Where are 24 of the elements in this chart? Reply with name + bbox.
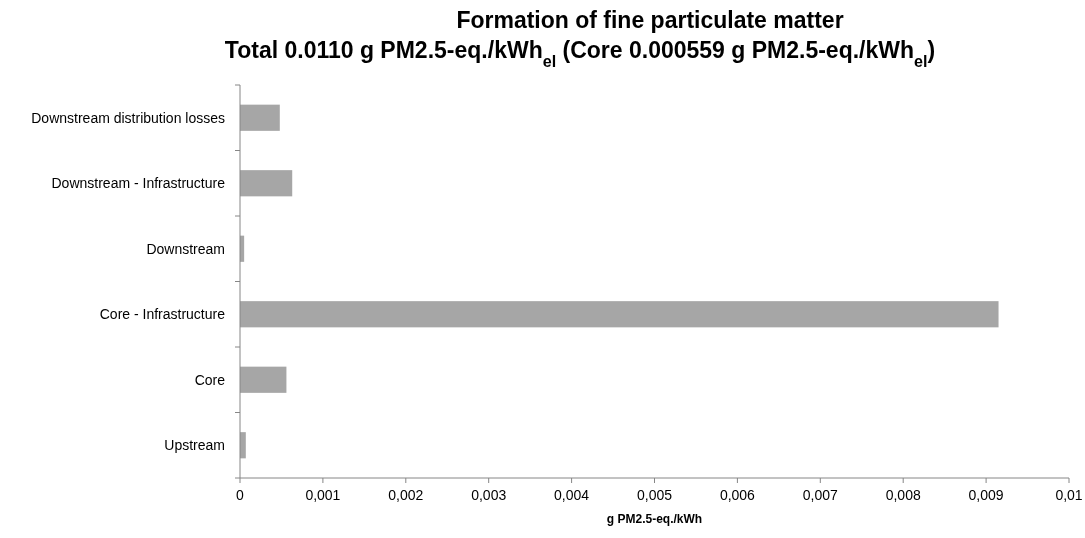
- bar: [240, 170, 293, 197]
- y-tick-label: Core - Infrastructure: [99, 306, 226, 323]
- x-tick-label: 0,001: [305, 487, 341, 503]
- chart-subtitle: Total 0.0110 g PM2.5-eq./kWh$_{el}$ (Core 0.000559 g PM2.5-eq./kWh$_{el}$): [224, 37, 936, 70]
- y-tick-label: Downstream distribution losses: [31, 109, 225, 126]
- x-tick-label: 0,002: [388, 487, 424, 503]
- y-tick-label: Downstream - Infrastructure: [51, 175, 226, 192]
- y-tick-label: Upstream: [164, 437, 225, 454]
- x-axis-title: g PM2.5-eq./kWh: [606, 512, 703, 526]
- bar: [240, 301, 999, 328]
- x-tick-label: 0,006: [719, 487, 756, 503]
- x-tick-label: 0,01: [1055, 487, 1083, 503]
- x-tick-label: 0,008: [885, 487, 921, 503]
- x-tick-label: 0,009: [968, 487, 1004, 503]
- x-tick-label: 0,004: [554, 487, 590, 503]
- chart-title: Formation of fine particulate matter: [456, 7, 844, 33]
- y-tick-label: Core: [194, 371, 226, 388]
- x-tick-label: 0,007: [802, 487, 839, 503]
- x-tick-label: 0,003: [471, 487, 507, 503]
- x-tick-label: 0,005: [636, 487, 673, 503]
- bar: [240, 104, 280, 131]
- x-tick-label: 0: [236, 487, 245, 503]
- bar: [240, 366, 287, 393]
- y-tick-label: Downstream: [146, 240, 225, 257]
